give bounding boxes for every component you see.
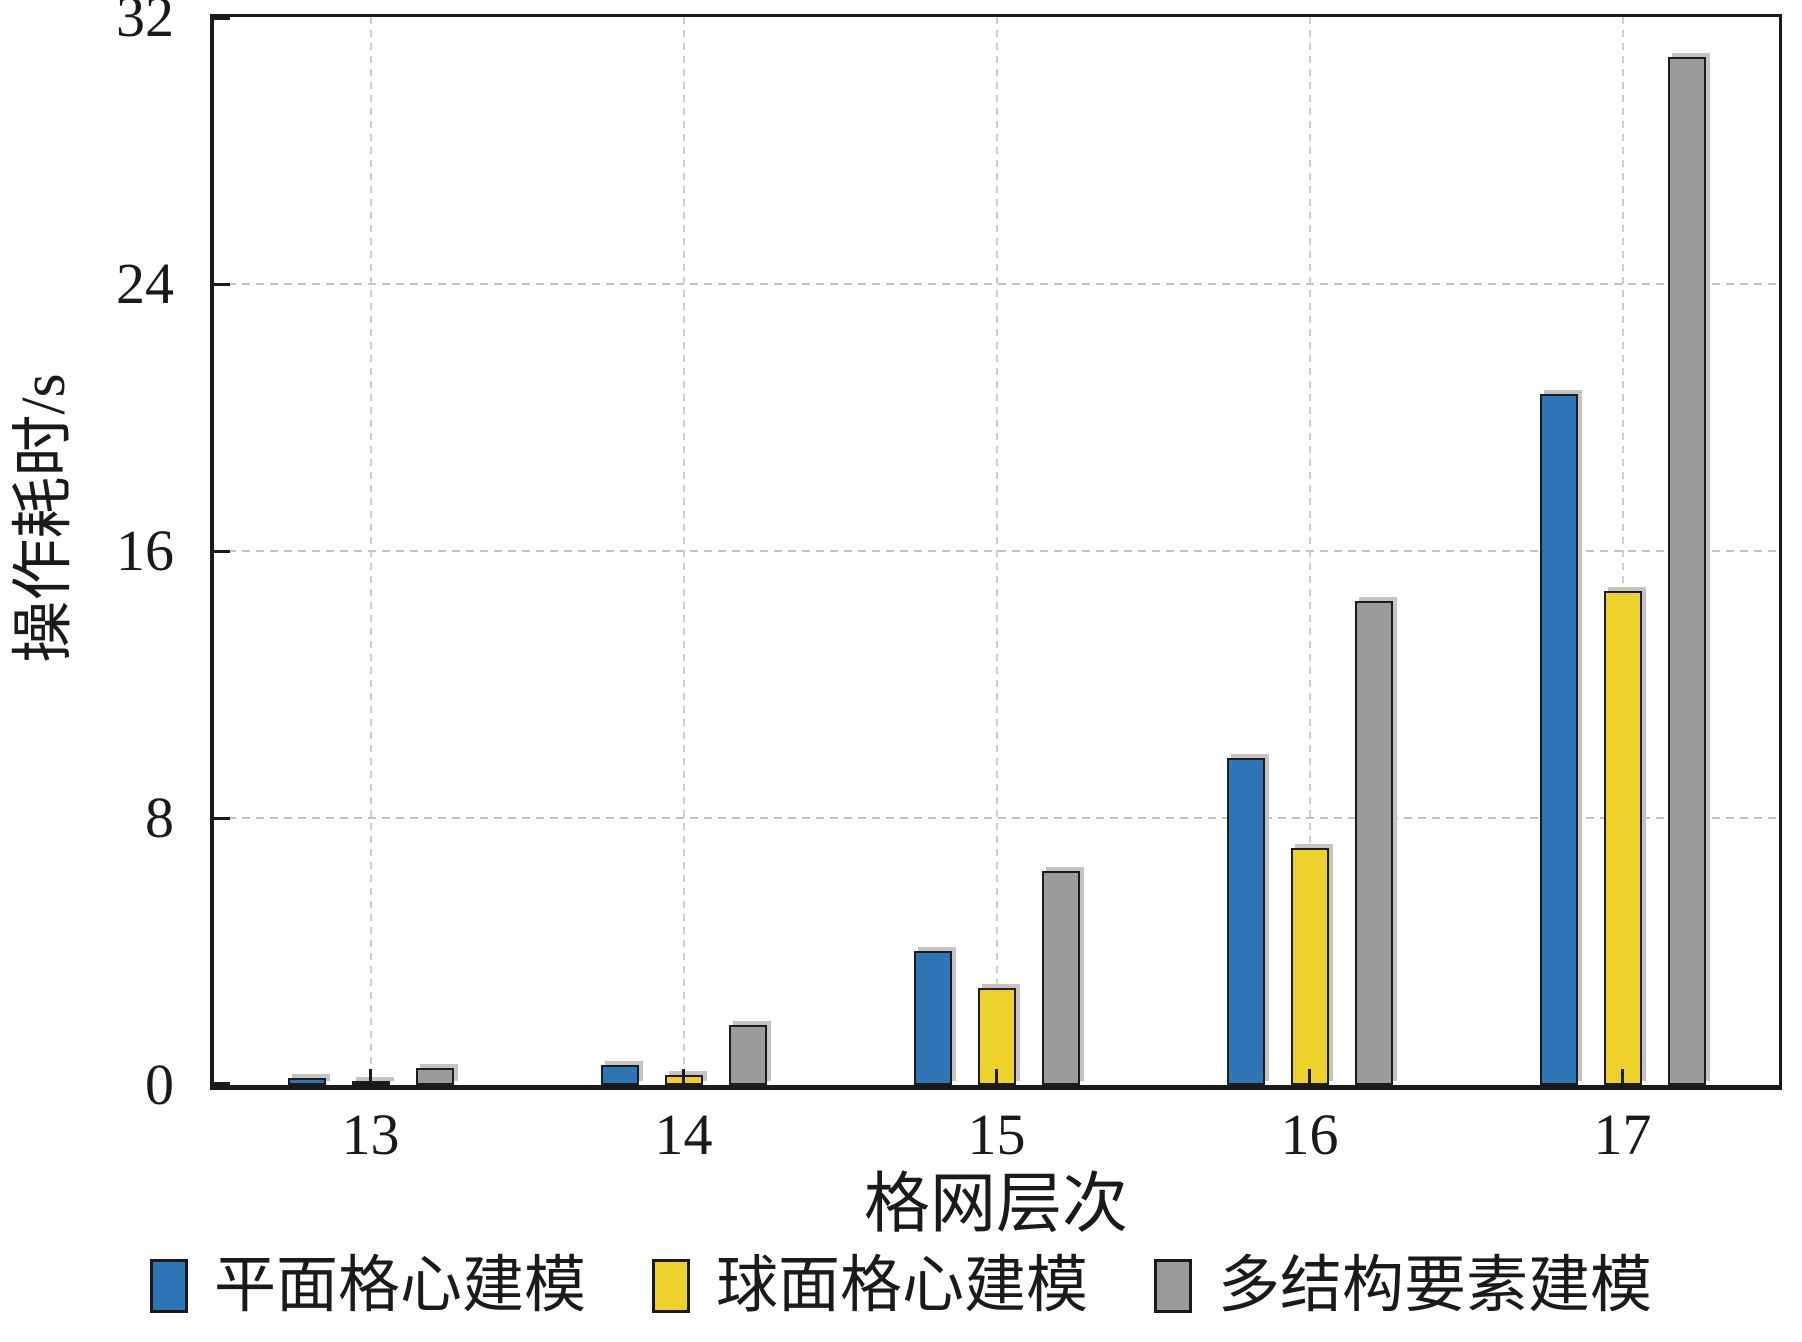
y-tick-label: 32 — [116, 0, 174, 49]
x-axis-tick — [369, 1069, 372, 1085]
y-tick-label: 16 — [116, 518, 174, 583]
y-axis-tick — [214, 549, 230, 553]
x-axis-tick — [995, 1069, 998, 1085]
plot-area — [210, 14, 1782, 1090]
bar-多结构要素建模-14 — [728, 1025, 767, 1085]
legend: 平面格心建模 球面格心建模 多结构要素建模 — [0, 1246, 1802, 1326]
bar-球面格心建模-15 — [977, 988, 1016, 1085]
legend-item: 球面格心建模 — [651, 1246, 1088, 1326]
y-tick-label: 8 — [145, 785, 174, 850]
x-axis-tick — [1308, 1069, 1311, 1085]
legend-item: 平面格心建模 — [149, 1246, 586, 1326]
x-tick-label: 15 — [967, 1102, 1026, 1167]
bar-平面格心建模-14 — [600, 1065, 639, 1085]
x-tick-label: 13 — [341, 1102, 400, 1167]
x-tick-label: 17 — [1593, 1102, 1652, 1167]
bar-平面格心建模-15 — [913, 951, 952, 1085]
vertical-gridline — [1308, 17, 1311, 1085]
legend-label: 多结构要素建模 — [1218, 1252, 1653, 1320]
legend-label: 球面格心建模 — [715, 1252, 1088, 1320]
vertical-gridline — [369, 17, 372, 1085]
bar-多结构要素建模-13 — [415, 1068, 454, 1085]
y-axis-tick — [214, 1082, 230, 1085]
legend-item: 多结构要素建模 — [1154, 1246, 1652, 1326]
legend-swatch — [149, 1259, 188, 1313]
bar-多结构要素建模-17 — [1667, 57, 1706, 1085]
y-axis-tick — [214, 816, 230, 820]
x-axis-tick — [1621, 1069, 1624, 1085]
x-axis-title: 格网层次 — [864, 1168, 1128, 1241]
bar-球面格心建模-16 — [1290, 848, 1329, 1085]
bar-平面格心建模-13 — [287, 1078, 326, 1085]
x-tick-label: 14 — [654, 1102, 713, 1167]
vertical-gridline — [995, 17, 998, 1085]
x-axis-tick — [682, 1069, 685, 1085]
y-tick-label: 24 — [116, 251, 174, 316]
bar-球面格心建模-17 — [1603, 591, 1642, 1085]
y-axis-tick — [214, 282, 230, 286]
legend-swatch — [651, 1259, 690, 1313]
legend-swatch — [1154, 1259, 1192, 1313]
bar-平面格心建模-17 — [1539, 394, 1578, 1085]
bar-多结构要素建模-16 — [1354, 601, 1393, 1085]
vertical-gridline — [682, 17, 685, 1085]
vertical-gridline — [1621, 17, 1624, 1085]
y-tick-label: 0 — [145, 1052, 174, 1117]
y-axis-tick — [214, 17, 230, 20]
legend-label: 平面格心建模 — [213, 1252, 586, 1320]
bar-平面格心建模-16 — [1226, 758, 1265, 1085]
x-tick-label: 16 — [1280, 1102, 1339, 1167]
bar-多结构要素建模-15 — [1041, 871, 1080, 1085]
